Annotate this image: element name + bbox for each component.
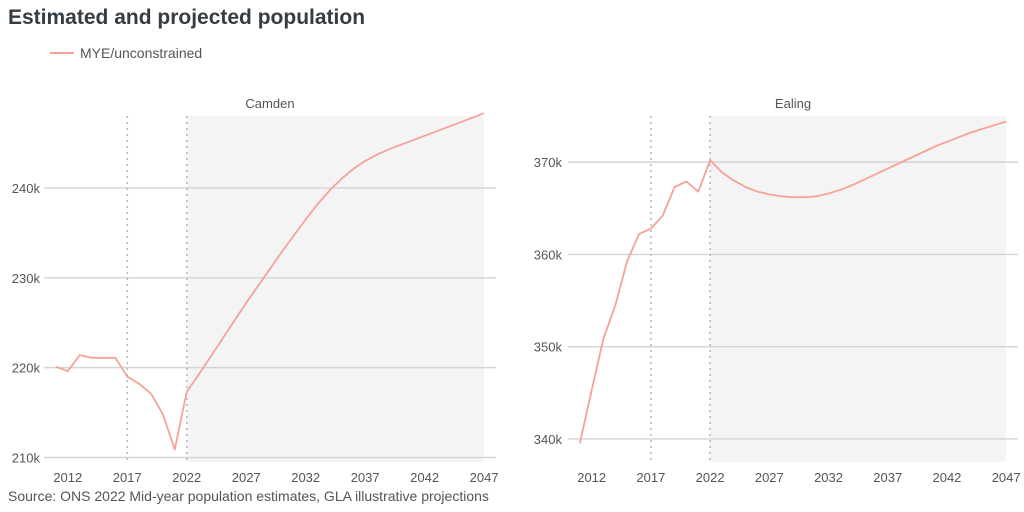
y-tick-label: 370k: [534, 155, 563, 170]
x-tick-label: 2042: [410, 470, 439, 485]
series-line: [55, 112, 485, 451]
x-tick-label: 2012: [577, 470, 606, 485]
x-tick-label: 2027: [755, 470, 784, 485]
panel-title: Camden: [245, 96, 294, 111]
x-tick-label: 2022: [172, 470, 201, 485]
x-tick-label: 2037: [873, 470, 902, 485]
y-tick-label: 340k: [534, 432, 563, 447]
y-tick-label: 350k: [534, 340, 563, 355]
projection-shade: [710, 116, 1007, 462]
y-tick-label: 230k: [12, 271, 41, 286]
x-tick-label: 2032: [291, 470, 320, 485]
x-tick-label: 2042: [932, 470, 961, 485]
x-tick-label: 2012: [53, 470, 82, 485]
source-note: Source: ONS 2022 Mid-year population est…: [8, 488, 489, 504]
x-tick-label: 2047: [992, 470, 1021, 485]
projection-shade: [186, 116, 485, 462]
x-tick-label: 2017: [113, 470, 142, 485]
y-tick-label: 220k: [12, 361, 41, 376]
x-tick-label: 2037: [351, 470, 380, 485]
x-tick-label: 2022: [696, 470, 725, 485]
y-tick-label: 360k: [534, 247, 563, 262]
chart-panel-camden: Camden 210k 220k 230k 240k 2012 2017 2022 2027 20…: [12, 96, 499, 485]
page-title: Estimated and projected population: [8, 6, 366, 29]
x-tick-label: 2047: [470, 470, 499, 485]
chart-panel-ealing: Ealing 340k 350k 360k 370k 2012 2017 2022 2027 20…: [534, 96, 1021, 485]
legend-label: MYE/unconstrained: [80, 45, 203, 61]
y-tick-label: 210k: [12, 451, 41, 466]
panel-title: Ealing: [775, 96, 811, 111]
x-tick-label: 2017: [636, 470, 665, 485]
x-tick-label: 2027: [232, 470, 261, 485]
y-tick-label: 240k: [12, 181, 41, 196]
legend: MYE/unconstrained: [50, 45, 202, 61]
legend-swatch: [50, 52, 74, 54]
x-tick-label: 2032: [814, 470, 843, 485]
